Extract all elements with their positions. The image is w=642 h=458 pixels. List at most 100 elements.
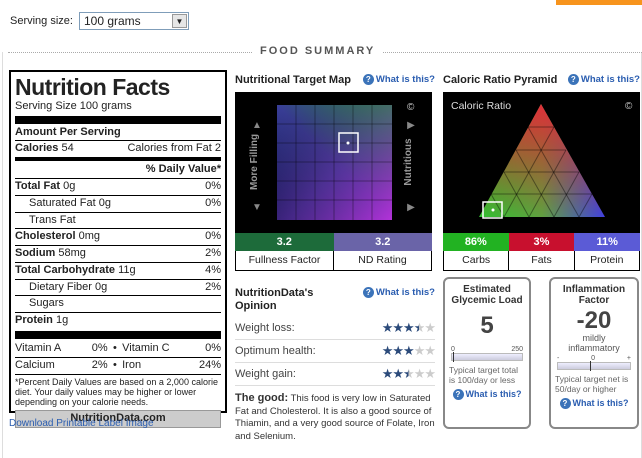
- inflammation-scale: - 0 +: [557, 355, 631, 362]
- serving-size-label: Serving size:: [10, 15, 73, 27]
- pyramid-help-link[interactable]: ? What is this?: [567, 74, 640, 86]
- star-rating-icon: ★★★★★: [381, 343, 436, 358]
- vitamin-dv: 0%: [91, 341, 108, 354]
- nutrient-name: Total Fat: [15, 180, 61, 192]
- summary-title: FOOD SUMMARY: [252, 45, 384, 57]
- opinion-row: Weight loss: ★★★★★: [235, 317, 436, 340]
- inflammation-slider: [557, 361, 631, 371]
- help-text: What is this?: [375, 287, 435, 299]
- target-map-header: Nutritional Target Map ? What is this?: [235, 74, 435, 86]
- calories-fat-value: 2: [214, 141, 221, 154]
- star-rating-icon: ★★★★★: [381, 366, 436, 381]
- caloric-ratio-label: Caloric Ratio: [451, 100, 511, 112]
- nutrient-name: Trans Fat: [29, 213, 76, 226]
- opinion-label: Optimum health:: [235, 345, 316, 357]
- target-map-chart[interactable]: More Filling Nutritious © ▲ ▼ ▶ ▶: [235, 92, 432, 233]
- serving-size-value: 100 grams: [83, 14, 141, 28]
- nutrient-dv: 2%: [205, 247, 221, 259]
- chevron-down-icon[interactable]: ▼: [171, 14, 187, 28]
- nutrient-name: Saturated Fat: [29, 196, 96, 209]
- vitamin-row: Calcium 2% • Iron 24%: [15, 356, 221, 374]
- nutritiondata-brand: NutritionData.com: [15, 410, 221, 428]
- scale-min: 0: [451, 346, 455, 353]
- download-label-link[interactable]: Download Printable Label Image: [9, 418, 154, 429]
- good-label: The good:: [235, 392, 289, 404]
- pyramid-overlay: [479, 104, 605, 217]
- pyramid-header: Caloric Ratio Pyramid ? What is this?: [443, 74, 640, 86]
- thick-divider: [15, 115, 221, 124]
- opinion-row: Optimum health: ★★★★★: [235, 340, 436, 363]
- nutrient-name: Dietary Fiber: [29, 280, 92, 293]
- caloric-ratio-pyramid[interactable]: Caloric Ratio ©: [443, 92, 640, 233]
- glycemic-title: Estimated Glycemic Load: [451, 284, 523, 306]
- nutrient-name: Cholesterol: [15, 230, 76, 243]
- more-filling-label: More Filling: [249, 134, 260, 190]
- target-map-help-link[interactable]: ? What is this?: [362, 74, 435, 86]
- nutrient-dv: 0%: [205, 196, 221, 209]
- nutrient-dv: 0%: [205, 180, 221, 192]
- footnote: *Percent Daily Values are based on a 2,0…: [15, 374, 221, 407]
- protein-label: Protein: [590, 254, 624, 266]
- help-icon: ?: [362, 74, 374, 85]
- calories-label: Calories: [15, 141, 59, 154]
- nutrient-dv: 0%: [205, 230, 221, 243]
- nutrient-amount: 0g: [63, 180, 76, 192]
- serving-size-text: Serving Size 100 grams: [15, 100, 132, 112]
- vitamin-dv: 24%: [198, 358, 221, 371]
- nutrient-rows: Total Fat 0g 0% Saturated Fat 0g 0% Trans Fa…: [15, 178, 221, 329]
- scale-mid: 0: [591, 355, 596, 362]
- nutrient-row: Cholesterol 0mg 0%: [15, 228, 221, 245]
- nutrient-dv: 2%: [205, 280, 221, 293]
- nutrient-row: Total Fat 0g 0%: [15, 178, 221, 195]
- bullet-icon: •: [112, 341, 117, 354]
- serving-size-select[interactable]: 100 grams ▼: [78, 12, 189, 30]
- fats-value: 3%: [508, 233, 575, 251]
- opinion-help-link[interactable]: ? What is this?: [362, 287, 435, 299]
- pyramid-marker: [482, 201, 503, 219]
- nutrient-row: Total Carbohydrate 11g 4%: [15, 261, 221, 279]
- nutrient-name: Sodium: [15, 247, 56, 259]
- thick-divider: [15, 330, 221, 339]
- nutritious-label: Nutritious: [403, 138, 414, 186]
- nutrient-amount: 58mg: [58, 247, 86, 259]
- dv-header: % Daily Value*: [15, 162, 221, 178]
- help-icon: ?: [362, 287, 374, 298]
- nutrient-amount: 0g: [95, 280, 108, 293]
- nutrient-name: Sugars: [29, 297, 64, 310]
- help-text: What is this?: [580, 74, 640, 86]
- nutrition-facts-title: Nutrition Facts: [15, 74, 170, 100]
- opinion-label: Weight loss:: [235, 322, 295, 334]
- nutrient-row: Dietary Fiber 0g 2%: [15, 278, 221, 296]
- inflammation-sub: mildly inflammatory: [568, 333, 620, 353]
- map-overlay: [277, 105, 392, 220]
- help-icon: ?: [559, 398, 571, 410]
- map-grid: [277, 105, 392, 220]
- inflammation-help-link[interactable]: ? What is this?: [551, 398, 637, 410]
- pyramid-title: Caloric Ratio Pyramid: [443, 74, 558, 86]
- pyramid-labels: Carbs Fats Protein: [443, 251, 640, 271]
- calories-row: Calories 54 Calories from Fat 2: [15, 139, 221, 157]
- carbs-value: 86%: [443, 233, 509, 251]
- vitamin-name: Iron: [122, 358, 142, 371]
- nutrient-row: Saturated Fat 0g 0%: [15, 194, 221, 212]
- bullet-icon: •: [112, 358, 117, 371]
- opinion-label: Weight gain:: [235, 368, 296, 380]
- vitamin-dv: 0%: [205, 341, 221, 354]
- top-action-button[interactable]: [556, 0, 642, 5]
- nd-rating-label: ND Rating: [358, 254, 407, 266]
- nutrient-row: Protein 1g: [15, 312, 221, 329]
- pyramid-grid: [490, 126, 593, 218]
- dv-header-text: % Daily Value*: [145, 163, 221, 176]
- opinion-row: Weight gain: ★★★★★: [235, 363, 436, 386]
- help-text: What is this?: [375, 74, 435, 86]
- opinion-rows: Weight loss: ★★★★★ Optimum health: ★★★★★ Wei…: [235, 317, 436, 386]
- fullness-factor-label: Fullness Factor: [236, 251, 334, 270]
- fullness-factor-value: 3.2: [235, 233, 334, 251]
- vitamin-name: Vitamin A: [15, 341, 62, 354]
- inflammation-note: Typical target net is 50/day or higher: [555, 374, 629, 394]
- map-point: [346, 141, 350, 145]
- glycemic-help-link[interactable]: ? What is this?: [445, 389, 529, 401]
- nutrient-amount: 1g: [55, 314, 69, 326]
- arrow-up-icon: ▲: [252, 120, 262, 131]
- scale-max: 250: [511, 346, 523, 353]
